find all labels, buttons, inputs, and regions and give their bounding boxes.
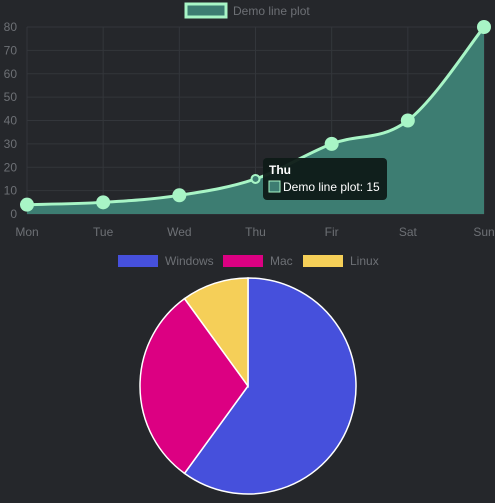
pie-legend-swatch[interactable]	[118, 255, 158, 267]
pie-legend-swatch[interactable]	[303, 255, 343, 267]
data-point[interactable]	[172, 188, 187, 203]
tooltip-swatch	[268, 180, 281, 193]
x-tick-label: Sat	[399, 225, 418, 239]
tooltip: Thu Demo line plot: 15	[263, 158, 387, 200]
x-tick-label: Tue	[93, 225, 114, 239]
pie-slices	[139, 277, 357, 495]
data-point[interactable]	[324, 136, 339, 151]
data-point[interactable]	[20, 197, 34, 212]
pie-slice[interactable]	[139, 297, 249, 475]
pie-legend-swatch[interactable]	[223, 255, 263, 267]
y-tick-label: 20	[4, 160, 18, 174]
x-tick-label: Fir	[325, 225, 339, 239]
pie-slice[interactable]	[183, 277, 357, 495]
y-tick-label: 80	[4, 20, 18, 34]
y-tick-label: 50	[4, 90, 18, 104]
tooltip-title: Thu	[269, 163, 291, 177]
x-tick-label: Mon	[15, 225, 38, 239]
y-tick-label: 30	[4, 137, 18, 151]
pie-legend-label[interactable]: Windows	[165, 254, 214, 268]
tooltip-box	[263, 158, 387, 200]
x-axis-ticks: Mon Tue Wed Thu Fir Sat Sun	[15, 225, 494, 239]
pie-legend-label[interactable]: Linux	[350, 254, 379, 268]
x-tick-label: Thu	[245, 225, 266, 239]
pie-slice[interactable]	[183, 277, 249, 389]
line-legend[interactable]: Demo line plot	[184, 2, 310, 19]
data-point[interactable]	[400, 113, 415, 128]
x-tick-label: Sun	[473, 225, 494, 239]
pie-legend: Windows Mac Linux	[118, 254, 379, 268]
data-point[interactable]	[96, 195, 111, 210]
data-point[interactable]	[477, 20, 491, 34]
line-points	[20, 20, 491, 212]
tooltip-label: Demo line plot: 15	[283, 180, 380, 194]
y-tick-label: 70	[4, 43, 18, 57]
y-tick-label: 60	[4, 67, 18, 81]
data-point[interactable]	[250, 173, 261, 184]
y-tick-label: 10	[4, 184, 18, 198]
line-legend-swatch	[184, 2, 228, 19]
line-legend-label: Demo line plot	[233, 4, 310, 18]
y-axis-ticks: 0 10 20 30 40 50 60 70 80	[4, 20, 18, 221]
y-tick-label: 40	[4, 114, 18, 128]
pie-legend-label[interactable]: Mac	[270, 254, 293, 268]
pie-chart: Windows Mac Linux	[118, 254, 379, 495]
x-tick-label: Wed	[167, 225, 191, 239]
y-tick-label: 0	[10, 207, 17, 221]
